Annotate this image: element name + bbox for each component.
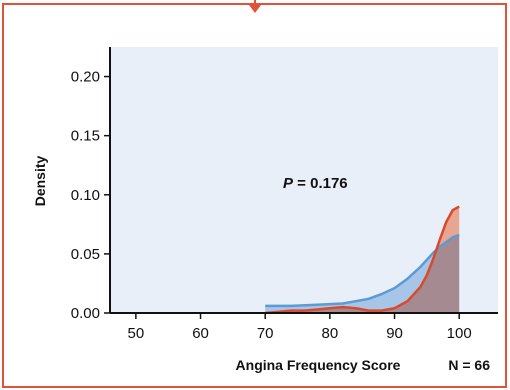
y-tick-label: 0.20 <box>71 69 100 86</box>
connector-arrow-icon <box>249 5 261 13</box>
p-value: = 0.176 <box>293 175 348 192</box>
p-value-annotation: P = 0.176 <box>283 175 348 192</box>
y-axis-title: Density <box>32 156 48 207</box>
x-tick-label: 50 <box>128 325 145 342</box>
series-blue-area <box>265 234 460 313</box>
x-axis-title: Angina Frequency Score <box>236 357 401 373</box>
y-tick-label: 0.05 <box>71 246 100 263</box>
series-blue-line <box>265 233 460 308</box>
x-tick-label: 70 <box>257 325 274 342</box>
y-tick-label: 0.10 <box>71 187 100 204</box>
p-symbol: P <box>283 175 294 192</box>
y-tick-label: 0.00 <box>71 305 100 322</box>
y-tick-label: 0.15 <box>71 128 100 145</box>
x-tick-label: 100 <box>447 325 472 342</box>
x-tick-label: 90 <box>386 325 403 342</box>
x-tick-label: 60 <box>192 325 209 342</box>
sample-size-label: N = 66 <box>448 357 490 373</box>
series-red-line <box>265 205 460 315</box>
x-tick-label: 80 <box>322 325 339 342</box>
